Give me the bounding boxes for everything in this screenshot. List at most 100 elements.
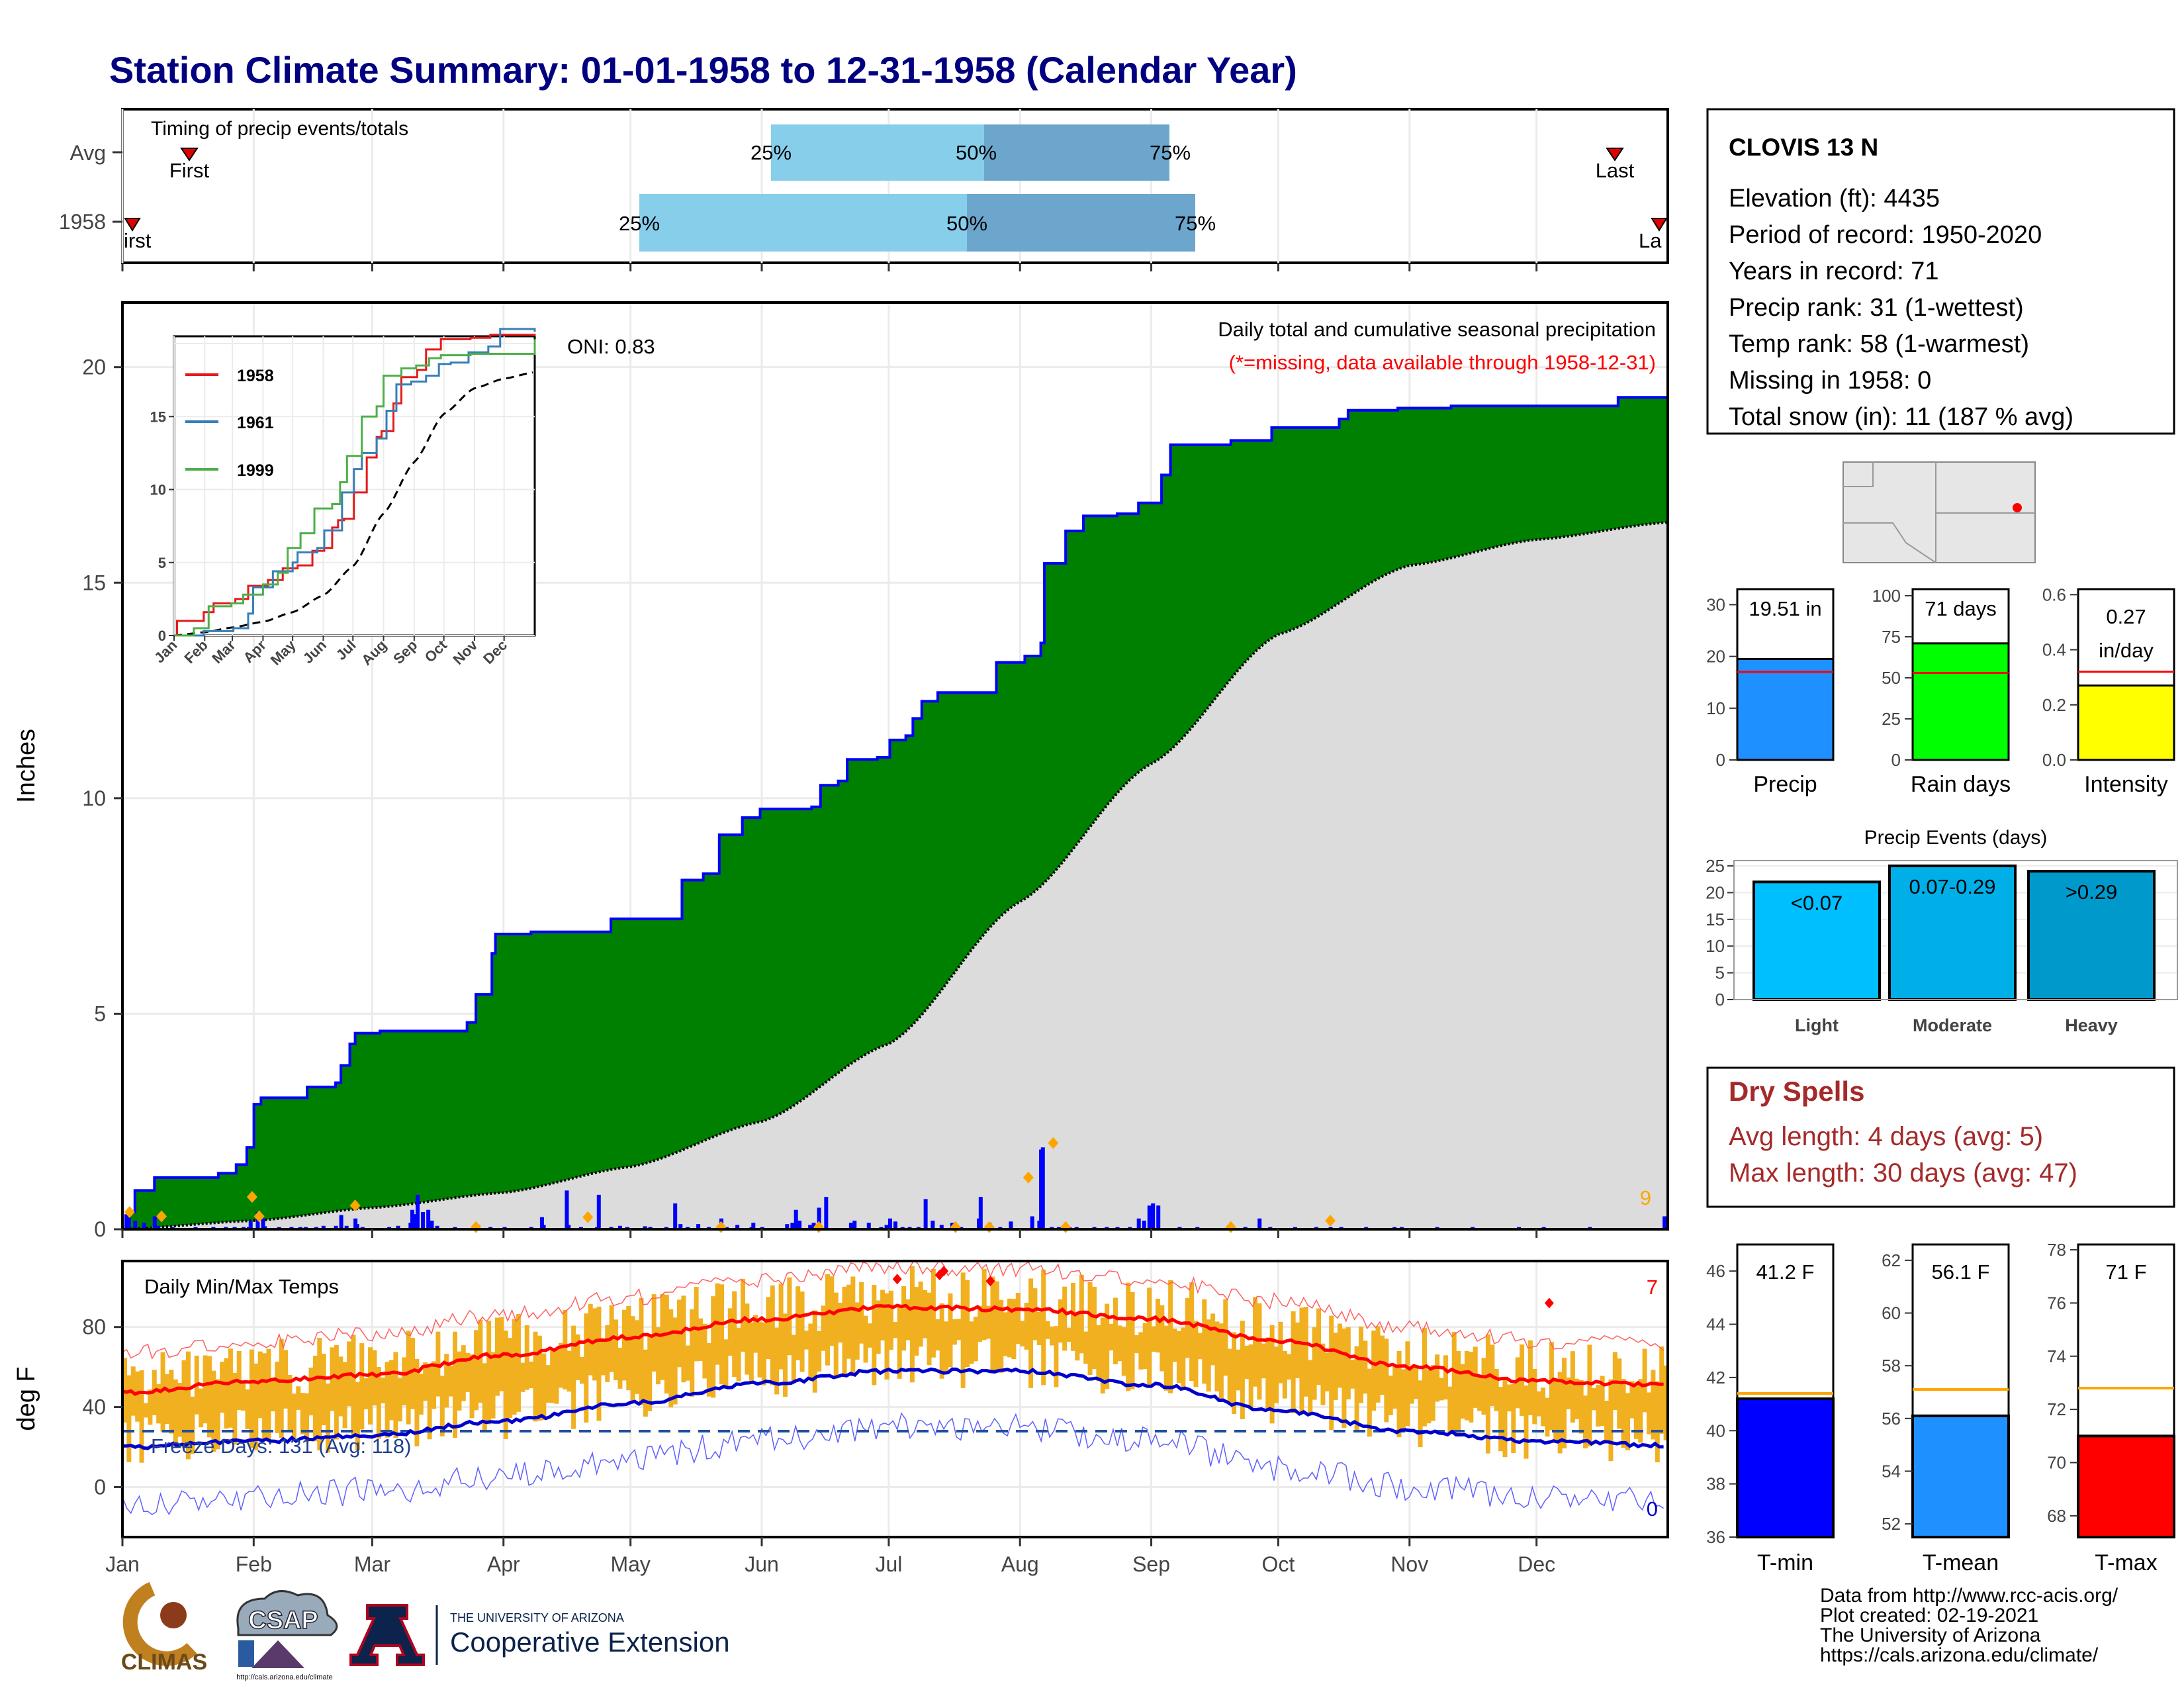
daily-temp-bar [1218, 1323, 1224, 1401]
daily-temp-bar [508, 1338, 513, 1419]
daily-temp-bar [1096, 1325, 1101, 1382]
event-category-label: Heavy [2065, 1015, 2118, 1035]
avg-last-label: Last [1596, 159, 1635, 182]
daily-temp-bar [1028, 1278, 1034, 1388]
daily-temp-bar [181, 1360, 187, 1448]
daily-temp-bar [596, 1306, 602, 1421]
inset-legend-1999: 1999 [237, 461, 274, 480]
daily-temp-bar [1303, 1307, 1308, 1397]
oni-label: ONI: 0.83 [567, 335, 655, 358]
daily-temp-bar [990, 1276, 995, 1373]
daily-temp-bar [803, 1331, 809, 1350]
daily-temp-bar [1604, 1400, 1610, 1444]
daily-temp-bar [1345, 1327, 1351, 1400]
daily-temp-bar [1405, 1341, 1410, 1427]
month-label-mar: Mar [354, 1552, 390, 1576]
daily-temp-bar [1083, 1331, 1089, 1364]
daily-temp-bar [605, 1325, 610, 1382]
daily-temp-bar [169, 1370, 174, 1434]
daily-temp-bar [1269, 1325, 1275, 1424]
daily-temp-bar [1278, 1321, 1283, 1383]
daily-temp-bar [321, 1354, 326, 1425]
daily-temp-bar [1422, 1328, 1427, 1427]
month-label-jul: Jul [875, 1552, 902, 1576]
snow-marker [1048, 1137, 1059, 1149]
daily-temp-bar [1075, 1311, 1080, 1361]
daily-temp-bar [672, 1317, 678, 1405]
daily-temp-bar [1647, 1392, 1652, 1434]
daily-temp-bar [579, 1356, 584, 1384]
daily-precip-bar [978, 1197, 983, 1229]
month-label-dec: Dec [1518, 1552, 1555, 1576]
freeze-days-label: Freeze Days: 131 (Avg: 118) [151, 1434, 411, 1458]
daily-temp-bar [351, 1335, 356, 1437]
dry-spells-avg: Avg length: 4 days (avg: 5) [1729, 1122, 2043, 1151]
daily-temp-bar [1024, 1302, 1029, 1350]
daily-temp-bar [694, 1287, 699, 1362]
daily-precip-bar [848, 1223, 853, 1229]
snow-marker [124, 1205, 135, 1218]
daily-temp-bar [981, 1268, 987, 1340]
daily-temp-bar [1320, 1343, 1326, 1405]
daily-temp-bar [656, 1327, 661, 1385]
daily-precip-bar [1151, 1203, 1156, 1229]
daily-precip-bar [673, 1203, 678, 1229]
daily-precip-bar [923, 1199, 928, 1229]
daily-temp-bar [1642, 1348, 1647, 1413]
daily-temp-bar [241, 1383, 246, 1411]
daily-temp-bar [224, 1358, 229, 1429]
daily-temp-bar [490, 1352, 496, 1419]
daily-precip-bar [133, 1220, 138, 1229]
daily-temp-bar [245, 1389, 250, 1429]
daily-temp-bar [635, 1320, 640, 1394]
daily-temp-bar [139, 1370, 144, 1463]
snow-marker [1023, 1171, 1034, 1184]
temp-summary-ytick-label: 70 [2047, 1452, 2066, 1472]
daily-temp-bar [1261, 1343, 1266, 1379]
daily-temp-bar [749, 1322, 754, 1381]
daily-temp-bar [778, 1284, 784, 1370]
daily-temp-bar [1113, 1297, 1118, 1364]
temp-summary-label: T-min [1757, 1550, 1813, 1575]
daily-temp-bar [304, 1393, 310, 1442]
daily-temp-bar [554, 1350, 559, 1404]
daily-temp-bar [1371, 1330, 1377, 1411]
daily-temp-bar [1553, 1380, 1559, 1442]
climatology-precip-area [122, 522, 1668, 1229]
daily-precip-bar [1040, 1147, 1045, 1229]
daily-precip-bar [421, 1211, 426, 1229]
mini-bar-ytick-label: 75 [1882, 627, 1901, 647]
daily-temp-bar [969, 1321, 974, 1364]
daily-temp-bar [978, 1305, 983, 1342]
footer-line-url: https://cals.arizona.edu/climate/ [1820, 1644, 2099, 1666]
temp-summary-value [1911, 1414, 2010, 1539]
daily-temp-bar [173, 1379, 178, 1444]
daily-precip-bar [261, 1218, 265, 1229]
record-low-line [122, 1412, 1664, 1516]
main-ytick-label: 0 [94, 1217, 106, 1241]
daily-temp-bar [588, 1303, 593, 1376]
daily-temp-bar [1121, 1327, 1126, 1376]
daily-temp-bar [1557, 1372, 1563, 1454]
mini-bar-ytick-label: 0.0 [2042, 750, 2066, 770]
daily-temp-bar [1257, 1303, 1262, 1400]
daily-temp-bar [317, 1337, 322, 1450]
daily-temp-bar [1532, 1368, 1537, 1425]
daily-temp-bar [1587, 1344, 1592, 1447]
daily-temp-bar [626, 1305, 631, 1391]
daily-temp-bar [1384, 1338, 1389, 1423]
daily-temp-bar [1625, 1393, 1631, 1450]
daily-temp-bar [296, 1386, 301, 1410]
daily-temp-bar [1324, 1352, 1330, 1391]
mini-bar-intensity: 0.27 in/day 0.0 0.2 0.4 0.6 Intensity [2042, 585, 2175, 797]
daily-temp-bar [723, 1339, 729, 1387]
daily-precip-bar [735, 1225, 740, 1229]
daily-temp-bar [397, 1378, 402, 1422]
temp-summary-ytick-label: 74 [2047, 1346, 2066, 1366]
daily-temp-bar [126, 1375, 132, 1462]
daily-precip-bar [426, 1209, 431, 1229]
daily-temp-bar [812, 1310, 817, 1393]
daily-temp-bar [1066, 1327, 1071, 1342]
daily-temp-bar [160, 1352, 165, 1432]
daily-temp-bar [359, 1343, 365, 1430]
